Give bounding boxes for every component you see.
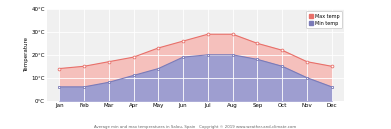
Text: Average min and max temperatures in Salou, Spain   Copyright © 2019 www.weather-: Average min and max temperatures in Salo… [94,125,297,129]
Y-axis label: Temperature: Temperature [24,37,29,72]
Legend: Max temp, Min temp: Max temp, Min temp [306,11,342,28]
